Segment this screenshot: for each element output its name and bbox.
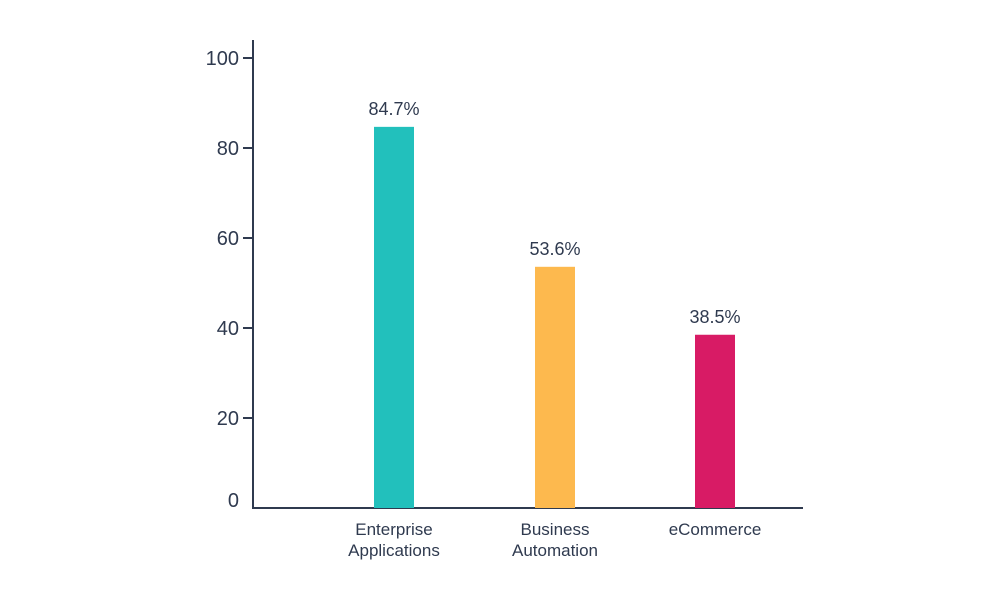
bar: [535, 266, 575, 508]
bar: [374, 126, 414, 508]
category-label: eCommerce: [669, 520, 762, 539]
y-tick-label: 100: [206, 48, 239, 70]
category-label: Business Automation: [512, 520, 598, 560]
y-tick-label: 80: [217, 138, 239, 160]
data-label: 84.7%: [368, 99, 419, 119]
y-tick-label: 20: [217, 408, 239, 430]
data-label: 38.5%: [689, 307, 740, 327]
y-tick-label: 60: [217, 228, 239, 250]
category-label: Enterprise Applications: [348, 520, 440, 560]
data-label: 53.6%: [529, 239, 580, 259]
value-labels: 84.7% 53.6% 38.5%: [368, 99, 740, 327]
category-labels: Enterprise Applications Business Automation…: [348, 520, 761, 560]
bar: [695, 334, 735, 508]
y-tick-label: 0: [228, 490, 239, 512]
bars: [374, 126, 735, 508]
y-axis-ticks: 0 20 40 60 80 100: [206, 48, 253, 512]
y-tick-label: 40: [217, 318, 239, 340]
